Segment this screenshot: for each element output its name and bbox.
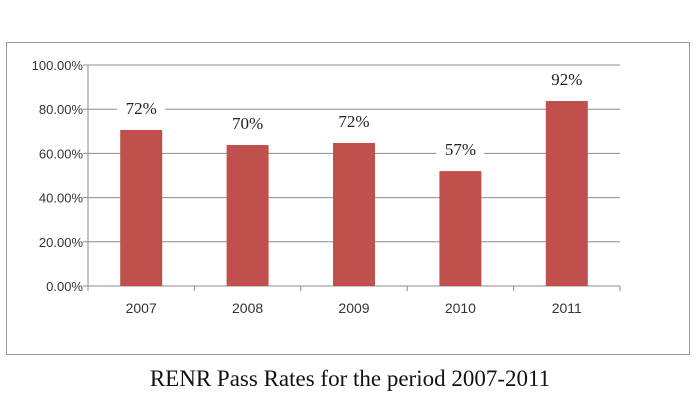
data-label-background: [542, 68, 591, 91]
bar-2011: [545, 101, 588, 286]
x-tick-label: 2010: [445, 300, 476, 316]
bar-2008: [226, 145, 269, 286]
y-tick-label: 20.00%: [39, 235, 84, 250]
x-tick-label: 2009: [338, 300, 369, 316]
chart-frame: [6, 42, 690, 355]
data-label-background: [436, 138, 485, 161]
data-label: 70%: [232, 114, 263, 133]
data-label: 92%: [551, 70, 582, 89]
data-label-background: [330, 110, 378, 133]
data-label-background: [223, 112, 272, 135]
bar-2009: [333, 143, 375, 286]
data-label-background: [117, 96, 166, 119]
data-label: 57%: [445, 140, 476, 159]
x-tick-label: 2007: [126, 300, 157, 316]
chart-title: RENR Pass Rates for the period 2007-2011: [149, 366, 551, 391]
y-tick-label: 100.00%: [32, 58, 84, 73]
data-label: 72%: [126, 99, 157, 118]
y-tick-label: 40.00%: [39, 191, 84, 206]
y-tick-label: 60.00%: [39, 146, 84, 161]
bar-2007: [120, 129, 163, 286]
data-label: 72%: [338, 112, 369, 131]
y-tick-label: 0.00%: [46, 279, 83, 294]
y-tick-label: 80.00%: [39, 102, 84, 117]
x-tick-label: 2008: [232, 300, 263, 316]
x-tick-label: 2011: [552, 300, 582, 316]
bar-2010: [439, 171, 482, 286]
